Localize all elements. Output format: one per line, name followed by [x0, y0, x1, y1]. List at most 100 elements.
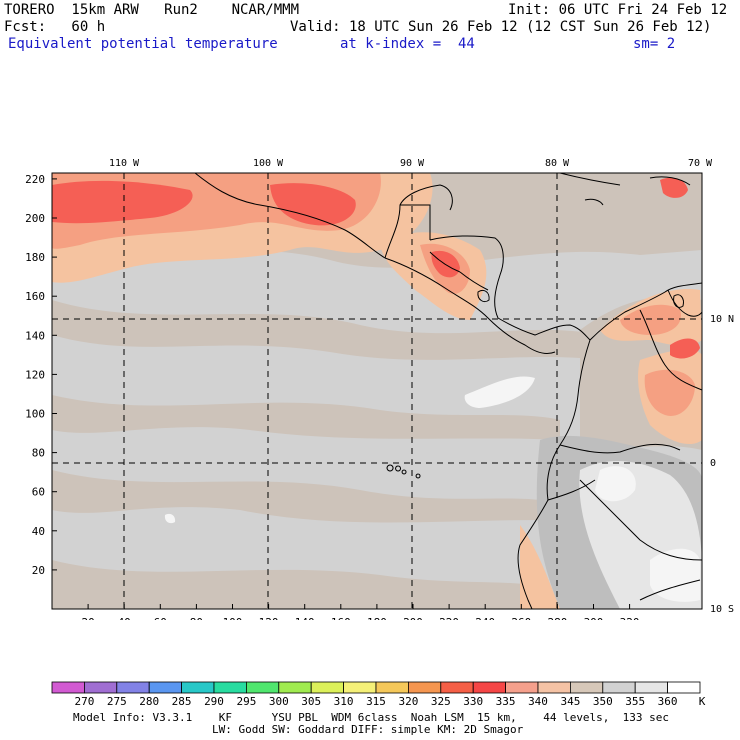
legend-swatch — [116, 681, 150, 694]
legend-swatch — [570, 681, 604, 694]
legend-swatch — [634, 681, 669, 694]
y-grid-label: 220 — [25, 173, 45, 186]
top-lon-labels: 110 W 100 W 90 W 80 W 70 W — [109, 158, 713, 169]
y-grid-label: 80 — [32, 447, 45, 460]
legend-swatch — [537, 681, 571, 694]
cool-white-patch-ocean — [464, 376, 535, 408]
cool-white-dot — [164, 513, 176, 524]
colombia-ecuador-border — [559, 443, 681, 454]
venezuela-coast — [667, 289, 702, 317]
axis-ticks — [52, 178, 631, 609]
legend-swatch — [310, 681, 345, 694]
x-grid-label: 220 — [439, 616, 459, 620]
peru-brazil-border — [579, 479, 702, 561]
lat-label: 10 S — [710, 604, 734, 615]
y-grid-label: 200 — [25, 212, 45, 225]
legend-swatch — [440, 681, 474, 694]
forecast-hour: Fcst: 60 h — [4, 19, 106, 35]
init-time: Init: 06 UTC Fri 24 Feb 12 — [508, 2, 728, 18]
legend-swatch — [505, 681, 539, 694]
legend-label: 350 — [593, 695, 613, 708]
tan-band-south — [52, 470, 540, 523]
lat-label: 10 N — [710, 314, 734, 325]
guatemala-border — [400, 204, 431, 240]
legend-swatch — [181, 681, 215, 694]
y-grid-label: 140 — [25, 329, 45, 342]
legend-swatch — [278, 681, 312, 694]
x-grid-label: 240 — [475, 616, 495, 620]
x-grid-labels: 20 40 60 80 100 120 140 160 180 200 220 240 260 280 30… — [81, 616, 639, 620]
coastlines — [194, 173, 702, 609]
legend-swatch — [667, 681, 701, 694]
cuba-coast — [559, 173, 621, 186]
color-legend: 270 275 280 285 290 295 300 305 310 315 320 325 330 3… — [51, 681, 706, 708]
lon-label: 70 W — [688, 158, 713, 169]
lat-lon-grid — [52, 173, 702, 609]
x-grid-label: 140 — [295, 616, 315, 620]
right-lat-labels: 10 N 0 10 S — [710, 314, 734, 615]
legend-swatch — [148, 681, 182, 694]
legend-color-boxes — [51, 681, 701, 694]
legend-swatch — [84, 681, 118, 694]
lake-maracaibo — [673, 294, 684, 308]
colombia-venezuela-border — [639, 309, 702, 391]
x-grid-label: 120 — [259, 616, 279, 620]
legend-label: 330 — [463, 695, 483, 708]
legend-labels: 270 275 280 285 290 295 300 305 310 315 320 325 330 3… — [74, 695, 677, 708]
y-grid-label: 180 — [25, 251, 45, 264]
y-grid-label: 120 — [25, 368, 45, 381]
legend-label: 360 — [658, 695, 678, 708]
central-america-pacific-coast — [384, 257, 556, 355]
peach-peru-coast — [520, 525, 560, 609]
galapagos-islands — [386, 464, 421, 479]
x-grid-label: 160 — [331, 616, 351, 620]
el-salvador-border — [429, 251, 461, 273]
legend-label: 340 — [528, 695, 548, 708]
x-grid-label: 40 — [118, 616, 131, 620]
legend-label: 305 — [301, 695, 321, 708]
y-grid-label: 40 — [32, 525, 45, 538]
x-grid-label: 180 — [367, 616, 387, 620]
bolivia-border — [639, 579, 701, 601]
lon-label: 110 W — [109, 158, 140, 169]
y-grid-labels: 20 40 60 80 100 120 140 160 180 200 220 — [25, 173, 45, 577]
y-grid-label: 100 — [25, 408, 45, 421]
red-mexico-west — [52, 180, 193, 224]
legend-swatch — [407, 681, 442, 694]
legend-swatch — [602, 681, 636, 694]
ecuador-peru-border — [547, 479, 596, 501]
legend-label: 275 — [107, 695, 127, 708]
red-caribbean-ne — [660, 177, 688, 198]
model-run-title: TORERO 15km ARW Run2 NCAR/MMM — [4, 2, 300, 18]
legend-swatch — [472, 681, 507, 694]
y-grid-label: 20 — [32, 564, 45, 577]
tan-band-bottom — [52, 560, 530, 609]
legend-label: 325 — [431, 695, 451, 708]
x-grid-label: 260 — [511, 616, 531, 620]
red-mexico-south — [270, 183, 356, 226]
physics-info-line: LW: Godd SW: Goddard DIFF: simple KM: 2D… — [212, 723, 524, 736]
colombia-pacific-coast — [546, 339, 591, 501]
theta-e-map: 110 W 100 W 90 W 80 W 70 W 10 N 0 10 S 2… — [25, 158, 734, 620]
legend-label: 320 — [398, 695, 418, 708]
legend-swatch — [51, 681, 85, 694]
colombia-caribbean-coast — [589, 282, 702, 341]
x-grid-label: 300 — [584, 616, 604, 620]
x-grid-label: 20 — [81, 616, 94, 620]
x-grid-label: 80 — [190, 616, 203, 620]
legend-label: 300 — [269, 695, 289, 708]
legend-swatch — [343, 681, 377, 694]
k-index-level: at k-index = 44 — [340, 36, 475, 52]
model-info-line: Model Info: V3.3.1 KF YSU PBL WDM 6class… — [73, 711, 670, 724]
tan-band-mid — [52, 300, 600, 360]
x-grid-label: 100 — [223, 616, 243, 620]
lon-label: 100 W — [253, 158, 284, 169]
honduras-caribbean-coast — [429, 235, 504, 319]
legend-label: 285 — [172, 695, 192, 708]
ecuador-peru-coast — [517, 499, 549, 609]
field-name: Equivalent potential temperature — [8, 36, 278, 52]
x-grid-label: 200 — [403, 616, 423, 620]
x-grid-label: 60 — [154, 616, 167, 620]
legend-swatch — [245, 681, 280, 694]
cool-white-south — [650, 548, 700, 602]
